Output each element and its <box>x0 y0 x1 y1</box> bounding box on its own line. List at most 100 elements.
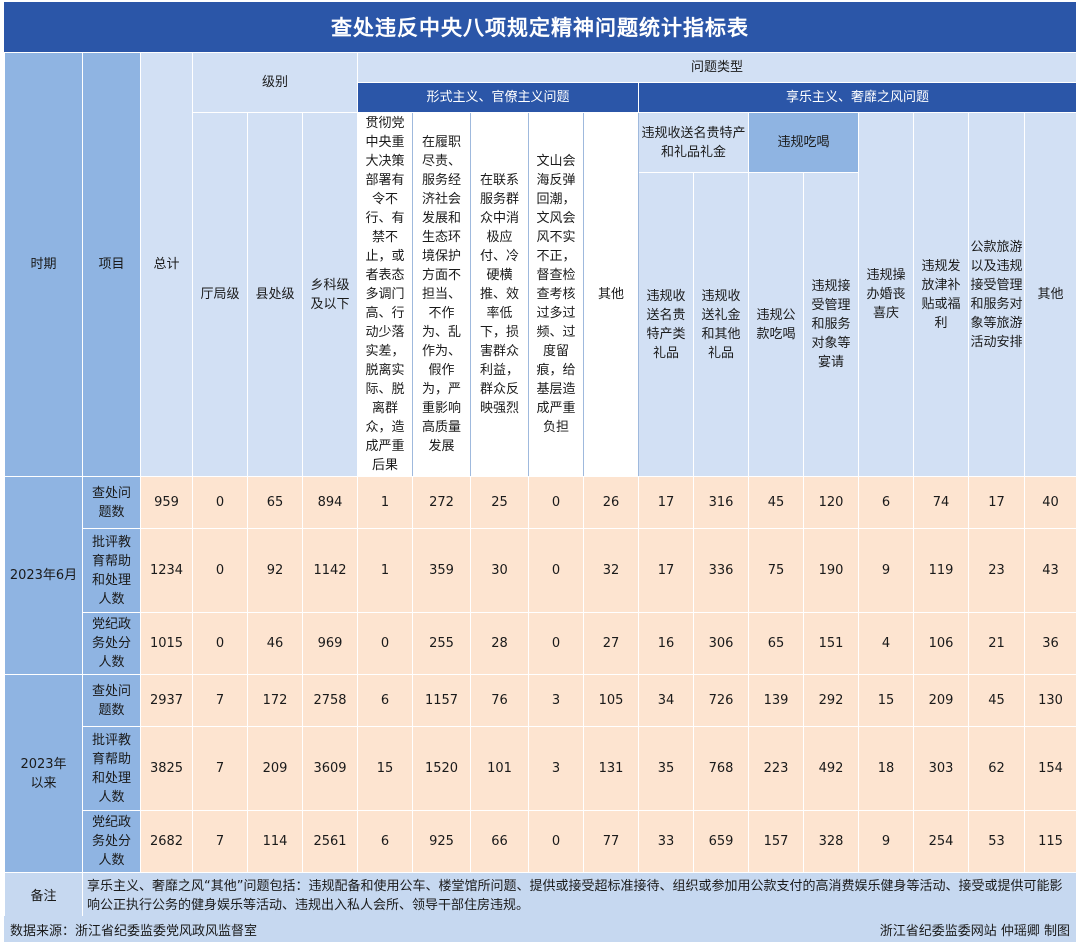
table-cell: 74 <box>913 476 970 529</box>
table-cell: 46 <box>247 612 303 675</box>
table-cell: 959 <box>140 476 193 529</box>
table-cell: 190 <box>803 528 860 613</box>
table-cell: 40 <box>1024 476 1078 529</box>
note-text: 享乐主义、奢靡之风“其他”问题包括：违规配备和使用公车、楼堂馆所问题、提供或接受… <box>81 872 1078 920</box>
statistics-sheet: 查处违反中央八项规定精神问题统计指标表 时期 项目 总计 级别 问题类型 形式主… <box>4 2 1078 942</box>
credit: 浙江省纪委监委网站 仲瑶卿 制图 <box>879 923 1070 939</box>
table-cell: 23 <box>968 528 1026 613</box>
table-cell: 328 <box>803 810 860 873</box>
header-dining-public: 违规公款吃喝 <box>748 172 805 477</box>
table-cell: 209 <box>247 726 303 811</box>
table-cell: 726 <box>693 674 750 727</box>
table-cell: 0 <box>528 810 585 873</box>
header-period: 时期 <box>4 52 83 477</box>
header-gift-cash: 违规收送礼金和其他礼品 <box>693 172 750 477</box>
table-cell: 0 <box>192 476 248 529</box>
table-cell: 0 <box>192 612 248 675</box>
header-formalism-duty: 在履职尽责、服务经济社会发展和生态环境保护方面不担当、不作为、乱作为、假作为，严… <box>412 112 472 477</box>
header-allowances: 违规发放津补贴或福利 <box>913 112 970 477</box>
table-cell: 45 <box>748 476 805 529</box>
header-formalism-service: 在联系服务群众中消极应付、冷硬横推、效率低下，损害群众利益，群众反映强烈 <box>470 112 530 477</box>
table-row: 批评教育帮助和处理人数 1234 0 92 1142 1 359 30 0 32 17 336 75 19… <box>5 528 1078 613</box>
table-cell: 359 <box>412 528 472 613</box>
header-hedonism-group: 享乐主义、奢靡之风问题 <box>638 82 1078 113</box>
table-cell: 36 <box>1024 612 1078 675</box>
table-cell: 0 <box>528 528 585 613</box>
table-cell: 316 <box>693 476 750 529</box>
table-cell: 53 <box>968 810 1026 873</box>
table-cell: 0 <box>192 528 248 613</box>
table-cell: 3 <box>528 726 585 811</box>
header-gift-specialty: 违规收送名贵特产类礼品 <box>638 172 695 477</box>
table-cell: 9 <box>858 528 915 613</box>
table-cell: 292 <box>803 674 860 727</box>
row-item-label: 批评教育帮助和处理人数 <box>82 528 141 613</box>
table-cell: 3609 <box>301 726 359 811</box>
statistics-table: 时期 项目 总计 级别 问题类型 形式主义、官僚主义问题 享乐主义、奢靡之风问题… <box>4 52 1078 920</box>
row-item-label: 查处问题数 <box>82 674 141 727</box>
table-cell: 131 <box>583 726 640 811</box>
table-cell: 336 <box>693 528 750 613</box>
row-item-label: 查处问题数 <box>82 476 141 529</box>
table-cell: 25 <box>470 476 530 529</box>
table-cell: 139 <box>748 674 805 727</box>
table-cell: 17 <box>968 476 1026 529</box>
header-hedonism-other: 其他 <box>1024 112 1078 477</box>
table-cell: 7 <box>192 810 248 873</box>
table-cell: 0 <box>528 612 585 675</box>
table-cell: 1234 <box>140 528 193 613</box>
table-cell: 119 <box>913 528 970 613</box>
table-cell: 4 <box>858 612 915 675</box>
table-cell: 33 <box>638 810 695 873</box>
table-cell: 223 <box>748 726 805 811</box>
table-cell: 255 <box>412 612 472 675</box>
table-cell: 925 <box>412 810 472 873</box>
header-formalism-group: 形式主义、官僚主义问题 <box>357 82 640 113</box>
table-cell: 0 <box>357 612 414 675</box>
table-cell: 105 <box>583 674 640 727</box>
table-cell: 3825 <box>140 726 193 811</box>
row-item-label: 党纪政务处分人数 <box>82 810 141 873</box>
table-cell: 157 <box>748 810 805 873</box>
table-row: 2023年以来 查处问题数 2937 7 172 2758 6 1157 76 3 105 34 726… <box>4 674 1078 873</box>
table-cell: 120 <box>803 476 860 529</box>
header-formalism-other: 其他 <box>583 112 640 477</box>
table-cell: 27 <box>583 612 640 675</box>
table-cell: 43 <box>1024 528 1078 613</box>
table-cell: 18 <box>858 726 915 811</box>
table-cell: 894 <box>301 476 359 529</box>
table-cell: 66 <box>470 810 530 873</box>
table-cell: 114 <box>247 810 303 873</box>
table-cell: 62 <box>968 726 1026 811</box>
period-label: 2023年6月 <box>4 476 83 675</box>
table-cell: 17 <box>638 476 695 529</box>
period-label: 2023年以来 <box>4 674 83 873</box>
table-cell: 2682 <box>140 810 193 873</box>
header-weddings: 违规操办婚丧喜庆 <box>858 112 915 477</box>
table-cell: 659 <box>693 810 750 873</box>
data-source: 数据来源：浙江省纪委监委党风政风监督室 <box>10 923 258 939</box>
table-row: 批评教育帮助和处理人数 3825 7 209 3609 15 1520 101 3 131 35 76… <box>5 726 1078 811</box>
table-cell: 106 <box>913 612 970 675</box>
table-cell: 32 <box>583 528 640 613</box>
table-title: 查处违反中央八项规定精神问题统计指标表 <box>4 2 1076 52</box>
table-body: 2023年6月 查处问题数 959 0 65 894 1 272 25 0 26 17 316 45 120… <box>4 476 1078 873</box>
header-level-bureau: 厅局级 <box>192 112 248 477</box>
table-cell: 34 <box>638 674 695 727</box>
table-cell: 492 <box>803 726 860 811</box>
table-cell: 7 <box>192 726 248 811</box>
table-cell: 9 <box>858 810 915 873</box>
table-cell: 75 <box>748 528 805 613</box>
table-cell: 1520 <box>412 726 472 811</box>
table-cell: 35 <box>638 726 695 811</box>
table-cell: 92 <box>247 528 303 613</box>
table-cell: 26 <box>583 476 640 529</box>
table-cell: 130 <box>1024 674 1078 727</box>
table-cell: 969 <box>301 612 359 675</box>
table-cell: 77 <box>583 810 640 873</box>
header-formalism-meetings: 文山会海反弹回潮，文风会风不实不正，督查检查考核过多过频、过度留痕，给基层造成严… <box>528 112 585 477</box>
table-cell: 21 <box>968 612 1026 675</box>
header-problem-type: 问题类型 <box>357 52 1078 83</box>
table-cell: 154 <box>1024 726 1078 811</box>
table-cell: 15 <box>357 726 414 811</box>
